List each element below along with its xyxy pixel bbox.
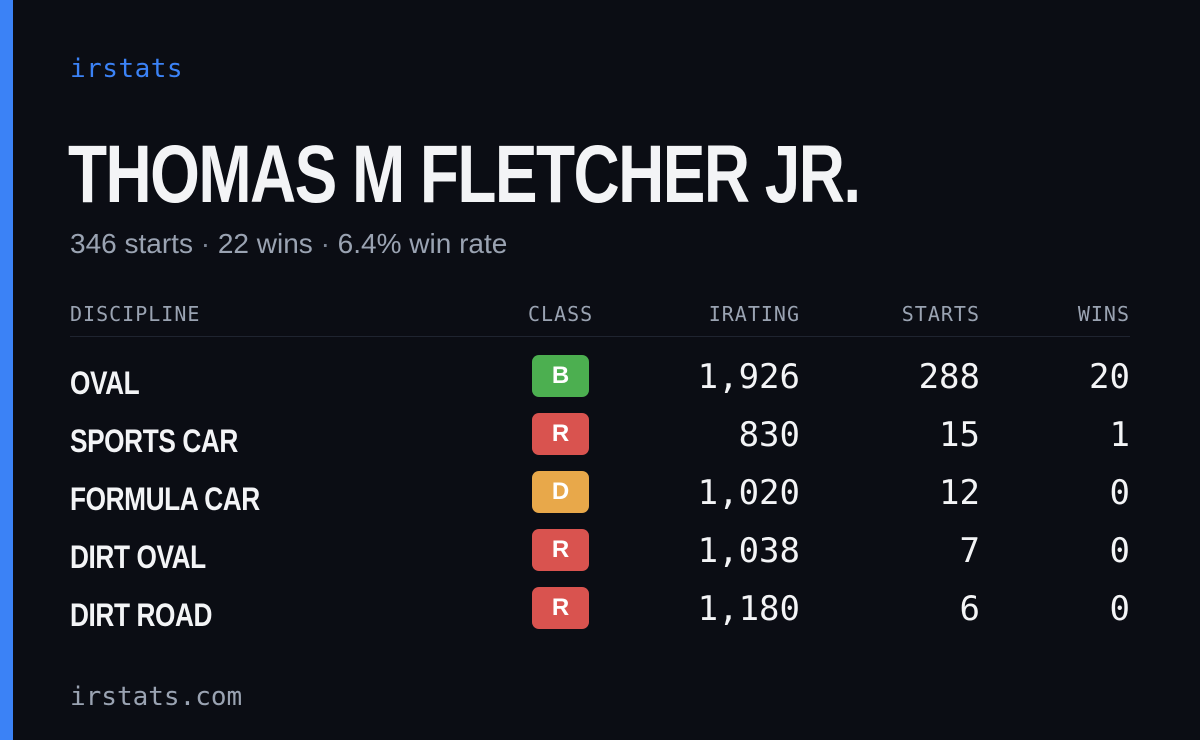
header-class: CLASS xyxy=(528,302,594,326)
table-header: DISCIPLINE CLASS IRATING STARTS WINS xyxy=(70,296,1130,337)
row-starts: 7 xyxy=(959,531,980,571)
table-row: DIRT OVAL R 1,038 7 0 xyxy=(70,525,1130,583)
class-badge: B xyxy=(532,355,589,397)
class-badge: D xyxy=(532,471,589,513)
discipline-table: DISCIPLINE CLASS IRATING STARTS WINS OVA… xyxy=(70,296,1130,641)
row-starts: 6 xyxy=(959,589,980,629)
summary-separator: · xyxy=(200,228,211,259)
row-discipline: FORMULA CAR xyxy=(70,481,260,517)
table-row: OVAL B 1,926 288 20 xyxy=(70,351,1130,409)
summary-separator: · xyxy=(320,228,330,259)
row-wins: 0 xyxy=(1109,473,1130,513)
header-irating: IRATING xyxy=(708,302,800,326)
row-irating: 1,020 xyxy=(697,473,800,513)
row-starts: 12 xyxy=(939,473,980,513)
row-irating: 1,038 xyxy=(697,531,800,571)
summary-wins: 22 wins xyxy=(217,228,313,259)
row-discipline: SPORTS CAR xyxy=(70,423,238,459)
row-discipline: DIRT ROAD xyxy=(70,597,213,633)
header-discipline: DISCIPLINE xyxy=(70,302,201,326)
footer-url: irstats.com xyxy=(70,682,243,712)
row-starts: 15 xyxy=(939,415,980,455)
row-wins: 0 xyxy=(1109,531,1130,571)
table-row: SPORTS CAR R 830 15 1 xyxy=(70,409,1130,467)
table-body: OVAL B 1,926 288 20 SPORTS CAR R 830 15 … xyxy=(70,351,1130,641)
row-wins: 1 xyxy=(1109,415,1130,455)
row-irating: 1,180 xyxy=(697,589,800,629)
row-irating: 830 xyxy=(738,415,800,455)
brand-logo: irstats xyxy=(70,54,184,84)
class-badge: R xyxy=(532,413,589,455)
class-badge: R xyxy=(532,587,589,629)
class-badge: R xyxy=(532,529,589,571)
table-row: DIRT ROAD R 1,180 6 0 xyxy=(70,583,1130,641)
header-starts: STARTS xyxy=(901,302,980,326)
row-wins: 20 xyxy=(1089,357,1130,397)
row-discipline: OVAL xyxy=(70,365,140,401)
accent-bar xyxy=(0,0,13,740)
row-irating: 1,926 xyxy=(697,357,800,397)
driver-name: THOMAS M FLETCHER JR. xyxy=(68,129,861,220)
header-wins: WINS xyxy=(1077,302,1130,326)
row-wins: 0 xyxy=(1109,589,1130,629)
driver-summary: 346 starts · 22 wins · 6.4% win rate xyxy=(70,228,507,260)
row-discipline: DIRT OVAL xyxy=(70,539,206,575)
summary-win-rate: 6.4% win rate xyxy=(337,228,508,259)
table-row: FORMULA CAR D 1,020 12 0 xyxy=(70,467,1130,525)
row-starts: 288 xyxy=(918,357,980,397)
summary-starts: 346 starts xyxy=(70,228,193,259)
